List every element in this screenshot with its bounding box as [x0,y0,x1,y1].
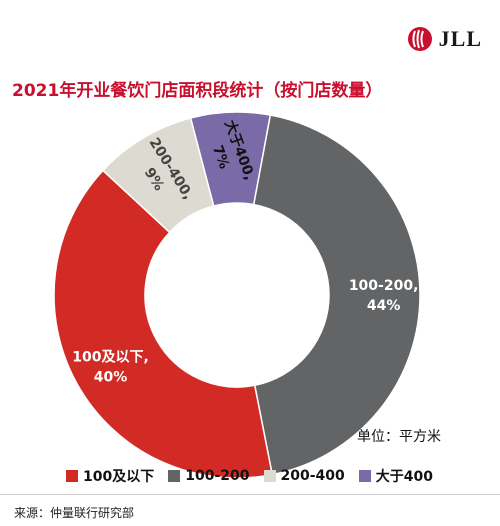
pie-slice [53,169,274,479]
chart-title: 2021年开业餐饮门店面积段统计（按门店数量） [12,81,383,101]
slice-label-text: 100及以下, [72,349,149,365]
source-note: 来源：仲量联行研究部 [0,494,500,521]
slice-label: 100-200, 44% [349,278,419,314]
unit-note: 单位：平方米 [357,429,441,445]
legend-swatch [263,470,276,482]
slice-label-text: 44% [367,298,401,314]
slice-label-text: 100-200, [349,278,419,294]
legend-label: 200-400 [280,468,345,484]
pie-slice [101,117,215,234]
legend-item: 100-200 [168,468,250,484]
slice-label: 100及以下, 40% [72,349,149,385]
legend-label: 100及以下 [83,469,155,485]
logo-text: JLL [438,26,482,51]
legend-swatch [66,470,78,482]
slice-label-text: 40% [94,369,128,385]
legend-item: 大于400 [358,466,433,486]
legend-swatch [168,470,181,482]
jll-logo: JLL [407,26,482,52]
jll-logo-icon [407,27,432,51]
legend-label: 大于400 [375,469,433,485]
legend-label: 100-200 [185,468,250,484]
legend: 100及以下 100-200 200-400 大于400 [66,466,433,486]
legend-item: 200-400 [263,468,345,484]
legend-swatch [358,470,371,482]
slice-label-text: 7% [209,143,232,171]
pie-slice [252,114,421,476]
legend-item: 100及以下 [66,466,154,486]
